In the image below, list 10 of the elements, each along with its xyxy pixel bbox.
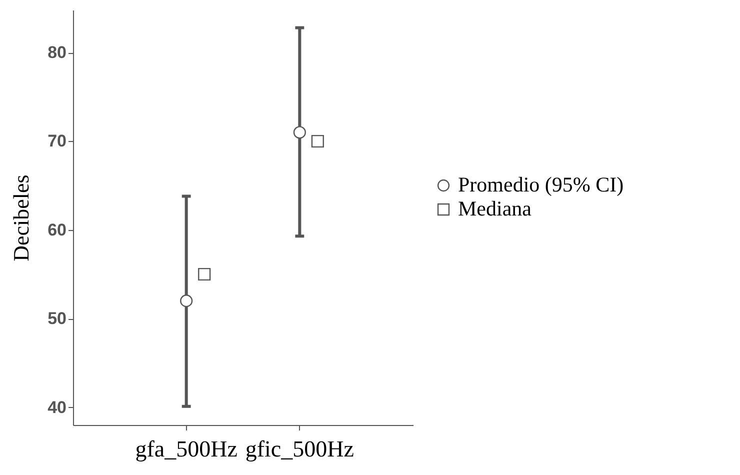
x-tick-label: gfic_500Hz xyxy=(245,436,354,462)
y-axis-title: Decibeles xyxy=(8,174,34,262)
legend-label: Mediana xyxy=(458,196,532,220)
y-tick-label: 70 xyxy=(48,132,66,151)
y-tick-label: 60 xyxy=(48,220,66,240)
y-tick-label: 80 xyxy=(48,43,66,62)
legend-label: Promedio (95% CI) xyxy=(458,172,624,196)
x-tick-label: gfa_500Hz xyxy=(135,436,238,462)
y-tick-label: 40 xyxy=(48,398,66,417)
y-tick-label: 50 xyxy=(48,309,66,328)
